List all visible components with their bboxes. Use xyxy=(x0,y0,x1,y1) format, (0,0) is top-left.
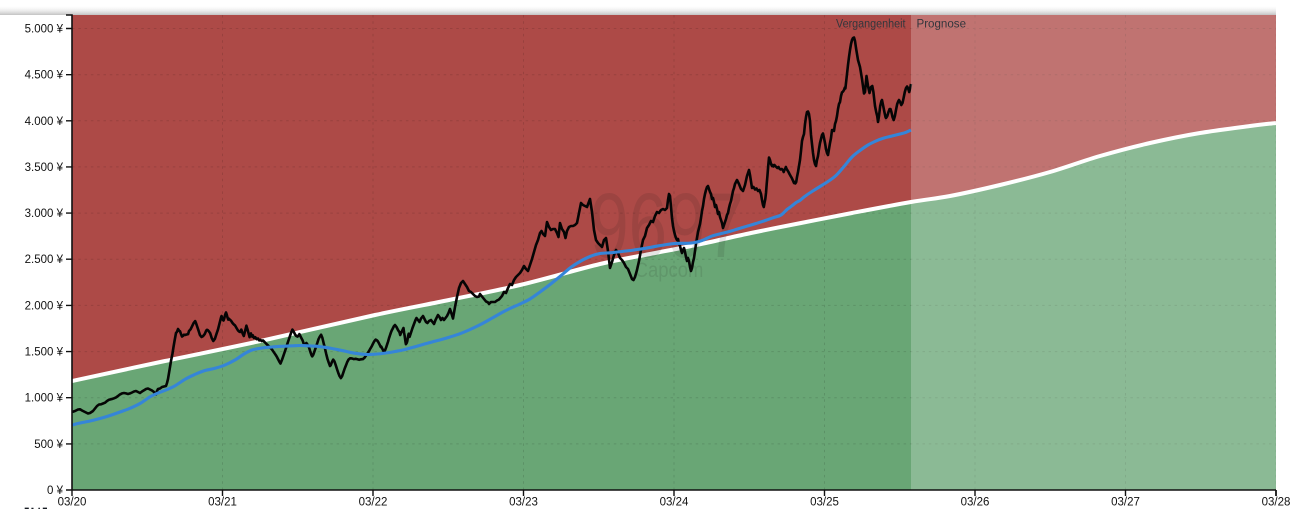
svg-text:03/25: 03/25 xyxy=(810,497,839,509)
svg-text:2.500 ¥: 2.500 ¥ xyxy=(25,254,64,266)
svg-text:03/27: 03/27 xyxy=(1111,497,1140,509)
svg-text:500 ¥: 500 ¥ xyxy=(34,439,63,451)
svg-text:Vergangenheit: Vergangenheit xyxy=(836,19,906,31)
svg-text:3.500 ¥: 3.500 ¥ xyxy=(25,162,64,174)
svg-text:5.000 ¥: 5.000 ¥ xyxy=(25,24,64,36)
svg-text:2.000 ¥: 2.000 ¥ xyxy=(25,300,64,312)
svg-text:03/22: 03/22 xyxy=(359,497,388,509)
svg-text:1.500 ¥: 1.500 ¥ xyxy=(25,347,64,359)
svg-text:03/23: 03/23 xyxy=(509,497,538,509)
svg-text:03/21: 03/21 xyxy=(208,497,237,509)
svg-text:0 ¥: 0 ¥ xyxy=(47,485,64,497)
svg-text:9697: 9697 xyxy=(590,174,743,277)
svg-text:4.000 ¥: 4.000 ¥ xyxy=(25,116,64,128)
svg-text:4.500 ¥: 4.500 ¥ xyxy=(25,70,64,82)
svg-text:Prognose: Prognose xyxy=(917,19,967,31)
svg-text:Capcom: Capcom xyxy=(635,259,704,282)
svg-text:03/28: 03/28 xyxy=(1262,497,1291,509)
svg-text:03/26: 03/26 xyxy=(961,497,990,509)
svg-text:1.000 ¥: 1.000 ¥ xyxy=(25,393,64,405)
svg-text:03/20: 03/20 xyxy=(58,497,87,509)
svg-text:3.000 ¥: 3.000 ¥ xyxy=(25,208,64,220)
svg-text:03/24: 03/24 xyxy=(660,497,689,509)
